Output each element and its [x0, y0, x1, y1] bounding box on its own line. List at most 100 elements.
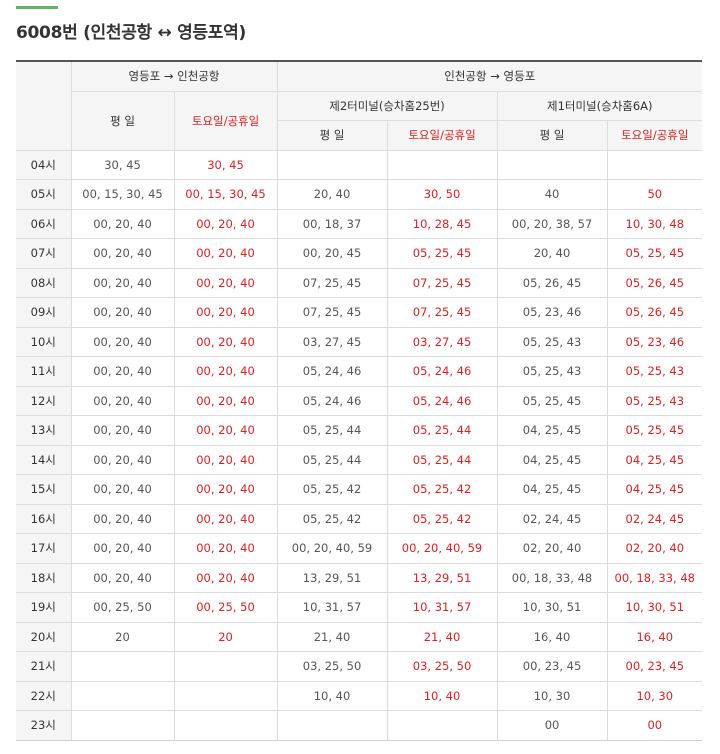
departure-times-to-airport-weekend: 00, 20, 40	[173, 326, 278, 357]
departure-times-terminal2-weekday: 10, 40	[276, 680, 388, 711]
header-to-airport-weekend: 토요일/공휴일	[173, 90, 278, 151]
hour-label: 07시	[16, 238, 72, 269]
departure-times-to-airport-weekend: 30, 45	[173, 149, 278, 180]
departure-times-terminal2-weekday: 10, 31, 57	[276, 592, 388, 623]
departure-times-to-airport-weekend: 00, 25, 50	[173, 592, 278, 623]
table-row: 14시 00, 20, 40 00, 20, 40 05, 25, 44 05, 25,…	[16, 444, 703, 475]
departure-times-to-airport-weekend: 00, 15, 30, 45	[173, 179, 278, 210]
hour-label: 15시	[16, 474, 72, 505]
departure-times-terminal1-weekday: 05, 23, 46	[496, 297, 608, 328]
departure-times-terminal2-weekday: 05, 24, 46	[276, 385, 388, 416]
header-direction-to-airport: 영등포 → 인천공항	[70, 60, 278, 92]
departure-times-terminal1-weekday: 10, 30	[496, 680, 608, 711]
departure-times-terminal2-weekday	[276, 149, 388, 180]
departure-times-to-airport-weekday: 00, 15, 30, 45	[70, 179, 175, 210]
timetable: 영등포 → 인천공항 인천공항 → 영등포 평 일 토요일/공휴일 제2터미널(…	[16, 60, 703, 741]
table-row: 06시 00, 20, 40 00, 20, 40 00, 18, 37 10, 28,…	[16, 208, 703, 239]
departure-times-to-airport-weekend: 00, 20, 40	[173, 208, 278, 239]
departure-times-to-airport-weekend: 00, 20, 40	[173, 444, 278, 475]
hour-label: 04시	[16, 149, 72, 180]
departure-times-terminal1-weekday: 40	[496, 179, 608, 210]
departure-times-terminal1-weekend: 02, 24, 45	[606, 503, 703, 534]
departure-times-to-airport-weekday: 00, 20, 40	[70, 444, 175, 475]
departure-times-terminal1-weekday: 05, 25, 45	[496, 385, 608, 416]
hour-header-blank	[16, 60, 72, 151]
header-terminal2: 제2터미널(승차홈25번)	[276, 90, 498, 121]
departure-times-terminal2-weekday: 00, 18, 37	[276, 208, 388, 239]
departure-times-terminal1-weekday: 04, 25, 45	[496, 415, 608, 446]
departure-times-to-airport-weekend: 00, 20, 40	[173, 297, 278, 328]
departure-times-terminal2-weekday: 20, 40	[276, 179, 388, 210]
departure-times-to-airport-weekday: 00, 20, 40	[70, 503, 175, 534]
departure-times-terminal1-weekend: 00, 18, 33, 48	[606, 562, 703, 593]
departure-times-terminal1-weekday: 04, 25, 45	[496, 474, 608, 505]
hour-label: 21시	[16, 651, 72, 682]
departure-times-to-airport-weekend	[173, 680, 278, 711]
departure-times-terminal2-weekend: 10, 40	[386, 680, 498, 711]
departure-times-terminal2-weekend: 05, 25, 44	[386, 415, 498, 446]
header-terminal1-weekend: 토요일/공휴일	[606, 120, 703, 151]
departure-times-to-airport-weekday: 00, 20, 40	[70, 267, 175, 298]
departure-times-to-airport-weekday: 00, 20, 40	[70, 297, 175, 328]
header-terminal1-weekday: 평 일	[496, 120, 608, 151]
departure-times-terminal1-weekend: 05, 25, 43	[606, 356, 703, 387]
departure-times-terminal2-weekend: 00, 20, 40, 59	[386, 533, 498, 564]
departure-times-terminal1-weekday: 02, 24, 45	[496, 503, 608, 534]
table-row: 20시 20 20 21, 40 21, 40 16, 40 16, 40	[16, 621, 703, 652]
departure-times-to-airport-weekday: 00, 25, 50	[70, 592, 175, 623]
departure-times-terminal2-weekday: 21, 40	[276, 621, 388, 652]
departure-times-terminal2-weekday: 00, 20, 45	[276, 238, 388, 269]
departure-times-terminal2-weekend: 03, 27, 45	[386, 326, 498, 357]
departure-times-to-airport-weekend: 00, 20, 40	[173, 474, 278, 505]
departure-times-terminal2-weekend: 05, 25, 44	[386, 444, 498, 475]
departure-times-to-airport-weekday: 00, 20, 40	[70, 533, 175, 564]
header-terminal2-weekend: 토요일/공휴일	[386, 120, 498, 151]
table-row: 05시 00, 15, 30, 45 00, 15, 30, 45 20, 40 30,…	[16, 179, 703, 210]
departure-times-terminal1-weekend: 05, 26, 45	[606, 297, 703, 328]
departure-times-to-airport-weekday: 00, 20, 40	[70, 326, 175, 357]
departure-times-terminal2-weekend: 21, 40	[386, 621, 498, 652]
departure-times-terminal1-weekend: 00	[606, 710, 703, 741]
departure-times-to-airport-weekend: 00, 20, 40	[173, 267, 278, 298]
hour-label: 12시	[16, 385, 72, 416]
table-row: 23시 00 00	[16, 710, 703, 741]
departure-times-to-airport-weekend: 00, 20, 40	[173, 562, 278, 593]
header-terminal2-weekday: 평 일	[277, 120, 388, 151]
departure-times-terminal1-weekend: 10, 30	[606, 680, 703, 711]
departure-times-to-airport-weekday: 00, 20, 40	[70, 474, 175, 505]
hour-label: 05시	[16, 179, 72, 210]
departure-times-terminal1-weekday: 00, 18, 33, 48	[496, 562, 608, 593]
departure-times-terminal1-weekday: 00, 23, 45	[496, 651, 608, 682]
table-row: 15시 00, 20, 40 00, 20, 40 05, 25, 42 05, 25,…	[16, 474, 703, 505]
departure-times-to-airport-weekday: 00, 20, 40	[70, 415, 175, 446]
departure-times-to-airport-weekday: 00, 20, 40	[70, 385, 175, 416]
table-row: 13시 00, 20, 40 00, 20, 40 05, 25, 44 05, 25,…	[16, 415, 703, 446]
table-row: 04시 30, 45 30, 45	[16, 149, 703, 180]
departure-times-terminal2-weekend: 05, 24, 46	[386, 385, 498, 416]
departure-times-terminal2-weekday: 13, 29, 51	[276, 562, 388, 593]
departure-times-terminal1-weekend: 16, 40	[606, 621, 703, 652]
departure-times-to-airport-weekday: 00, 20, 40	[70, 238, 175, 269]
departure-times-to-airport-weekday	[70, 651, 175, 682]
hour-label: 16시	[16, 503, 72, 534]
departure-times-terminal1-weekend: 05, 25, 45	[606, 415, 703, 446]
departure-times-terminal2-weekend	[386, 149, 498, 180]
departure-times-to-airport-weekday: 00, 20, 40	[70, 562, 175, 593]
table-row: 16시 00, 20, 40 00, 20, 40 05, 25, 42 05, 25,…	[16, 503, 703, 534]
departure-times-terminal1-weekday: 02, 20, 40	[496, 533, 608, 564]
departure-times-terminal1-weekday	[496, 149, 608, 180]
hour-label: 20시	[16, 621, 72, 652]
departure-times-to-airport-weekend: 00, 20, 40	[173, 415, 278, 446]
table-row: 08시 00, 20, 40 00, 20, 40 07, 25, 45 07, 25,…	[16, 267, 703, 298]
departure-times-terminal2-weekday: 07, 25, 45	[276, 297, 388, 328]
hour-label: 19시	[16, 592, 72, 623]
hour-label: 23시	[16, 710, 72, 741]
header-to-airport-weekday: 평 일	[71, 90, 175, 151]
departure-times-to-airport-weekend	[173, 710, 278, 741]
departure-times-terminal1-weekend: 50	[606, 179, 703, 210]
hour-label: 14시	[16, 444, 72, 475]
departure-times-terminal1-weekend: 04, 25, 45	[606, 474, 703, 505]
departure-times-to-airport-weekday	[70, 710, 175, 741]
table-row: 21시 03, 25, 50 03, 25, 50 00, 23, 45 00, 23,…	[16, 651, 703, 682]
departure-times-to-airport-weekday: 30, 45	[70, 149, 175, 180]
